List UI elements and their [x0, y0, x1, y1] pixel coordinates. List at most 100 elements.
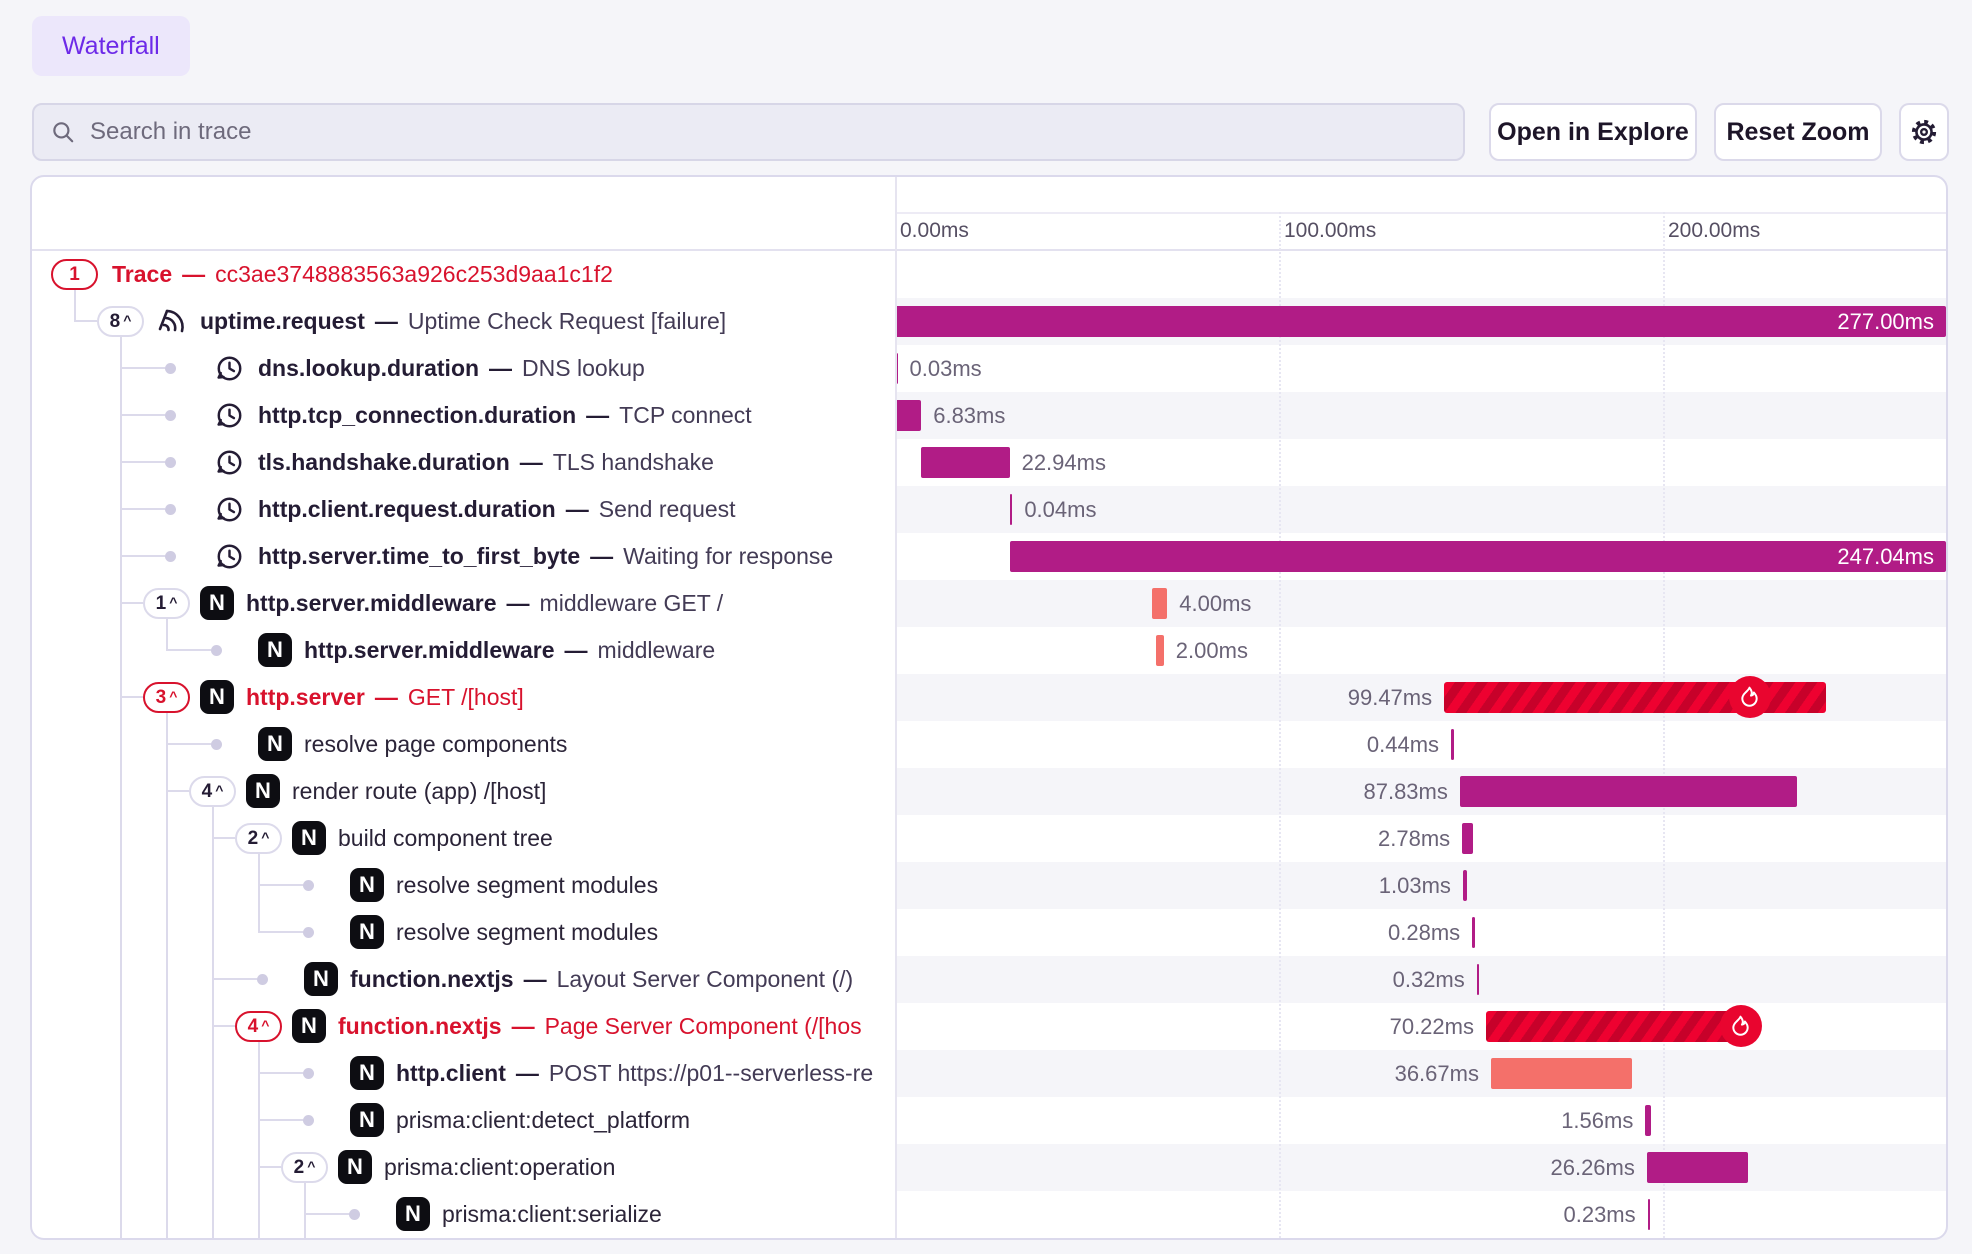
span-duration-bar[interactable] [1485, 1011, 1756, 1042]
span-duration-bar[interactable] [921, 447, 1010, 478]
span-row[interactable]: http.server.time_to_first_byte — Waiting f… [32, 533, 1946, 580]
tree-dot [303, 880, 314, 891]
tab-waterfall[interactable]: Waterfall [32, 16, 190, 76]
span-duration-bar[interactable] [1009, 494, 1013, 525]
open-in-explore-button[interactable]: Open in Explore [1489, 103, 1697, 161]
span-duration-bar[interactable] [1451, 729, 1454, 760]
tree-guide [212, 909, 214, 956]
tree-guide [121, 696, 143, 698]
span-duration-bar[interactable] [1151, 588, 1168, 619]
span-row[interactable]: http.client.request.duration — Send reques… [32, 486, 1946, 533]
row-stripe [895, 862, 1946, 909]
tree-guide [213, 837, 235, 839]
tree-guide [166, 1050, 168, 1097]
span-duration-label: 99.47ms [1347, 684, 1433, 710]
span-expand-badge[interactable]: 2 ^ [281, 1152, 328, 1183]
search-input[interactable] [88, 117, 1447, 147]
dash-separator: — [590, 543, 614, 569]
span-duration-bar[interactable] [1472, 917, 1475, 948]
span-row[interactable]: 8 ^ uptime.request — Uptime Check Request [f… [32, 298, 1946, 345]
dash-separator: — [489, 355, 513, 381]
tree-guide [212, 862, 214, 909]
row-stripe [895, 1144, 1946, 1191]
span-duration-bar[interactable] [895, 400, 922, 431]
span-duration-bar[interactable] [1476, 964, 1480, 995]
span-expand-badge[interactable]: 8 ^ [97, 306, 144, 337]
span-tree-cell: dns.lookup.duration — DNS lookup [32, 345, 895, 392]
nextjs-icon: N [350, 868, 384, 902]
span-row[interactable]: http.tcp_connection.duration — TCP connect… [32, 392, 1946, 439]
span-title: Trace — cc3ae3748883563a926c253d9aa1c1f2 [112, 251, 613, 298]
tree-guide [166, 1191, 168, 1238]
dash-separator: — [511, 1013, 535, 1039]
row-stripe [895, 392, 1946, 439]
span-description: Layout Server Component (/) [556, 966, 854, 992]
span-duration-bar[interactable] [1459, 776, 1798, 807]
span-title: prisma:client:operation [384, 1144, 615, 1191]
span-bar-cell: 247.04ms [895, 533, 1946, 580]
span-duration-bar[interactable] [1462, 823, 1473, 854]
span-row[interactable]: dns.lookup.duration — DNS lookup 0.03ms [32, 345, 1946, 392]
dash-separator: — [506, 590, 530, 616]
dash-separator: — [182, 261, 206, 287]
span-duration-bar[interactable] [1647, 1199, 1651, 1230]
span-row[interactable]: tls.handshake.duration — TLS handshake 22.9… [32, 439, 1946, 486]
tree-guide [259, 1166, 281, 1168]
nextjs-icon: N [350, 1103, 384, 1137]
pane-divider[interactable] [895, 177, 897, 1238]
tree-guide [259, 1072, 303, 1074]
dash-separator: — [374, 308, 398, 334]
tree-guide [121, 367, 165, 369]
span-row[interactable]: 1 Trace — cc3ae3748883563a926c253d9aa1c1f2 [32, 251, 1946, 298]
tree-guide [166, 1144, 168, 1191]
span-duration-bar[interactable] [1009, 541, 1946, 572]
tree-guide [259, 884, 303, 886]
tree-guide [166, 627, 168, 651]
tree-guide [120, 1191, 122, 1238]
span-expand-badge[interactable]: 2 ^ [235, 823, 282, 854]
span-expand-badge[interactable]: 3 ^ [143, 682, 190, 713]
reset-zoom-button[interactable]: Reset Zoom [1714, 103, 1882, 161]
span-expand-badge[interactable]: 4 ^ [235, 1011, 282, 1042]
tree-guide [167, 649, 211, 651]
span-description: cc3ae3748883563a926c253d9aa1c1f2 [215, 261, 613, 287]
span-duration-bar[interactable] [1490, 1058, 1632, 1089]
span-duration-bar[interactable] [895, 306, 1946, 337]
span-child-count: 4 [201, 780, 213, 802]
nextjs-icon: N [304, 962, 338, 996]
span-duration-bar[interactable] [1646, 1152, 1748, 1183]
span-expand-badge[interactable]: 1 [51, 259, 98, 290]
dash-separator: — [374, 684, 398, 710]
span-duration-bar[interactable] [1462, 870, 1467, 901]
tree-guide [167, 790, 189, 792]
tree-guide [120, 1003, 122, 1050]
nextjs-icon: N [292, 1009, 326, 1043]
span-duration-bar[interactable] [1156, 635, 1164, 666]
timeline-tick-label: 100.00ms [1284, 218, 1377, 242]
span-expand-badge[interactable]: 1 ^ [143, 588, 190, 619]
span-child-count: 1 [155, 592, 167, 614]
tree-guide [258, 1191, 260, 1238]
tree-guide [166, 618, 168, 627]
settings-button[interactable] [1899, 103, 1949, 161]
span-duration-bar[interactable] [1645, 1105, 1652, 1136]
chevron-up-icon: ^ [261, 829, 270, 845]
span-op-name: http.client.request.duration [258, 496, 556, 522]
span-expand-badge[interactable]: 4 ^ [189, 776, 236, 807]
